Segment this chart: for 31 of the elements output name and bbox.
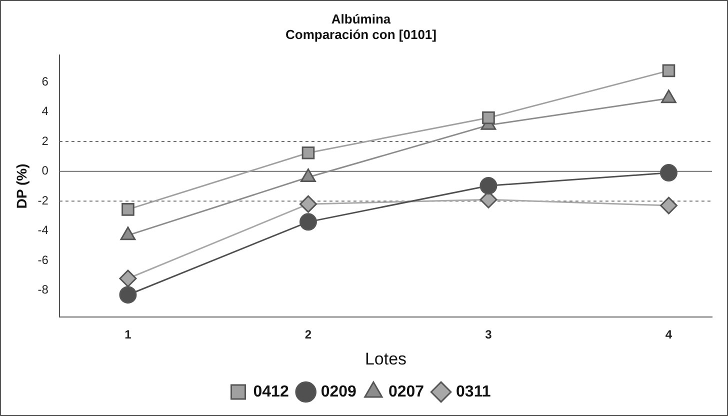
y-tick-label: 2 bbox=[42, 134, 49, 148]
chart-subtitle: Comparación con [0101] bbox=[286, 26, 436, 42]
chart-title: Albúmina bbox=[331, 11, 392, 26]
y-axis-title: DP (%) bbox=[13, 164, 30, 209]
y-tick-label: 0 bbox=[42, 164, 49, 178]
point bbox=[122, 203, 134, 216]
legend-label: 0209 bbox=[320, 383, 357, 400]
x-axis-title: Lotes bbox=[364, 349, 407, 368]
legend-label: 0412 bbox=[253, 383, 289, 400]
point bbox=[660, 164, 678, 182]
point bbox=[482, 111, 495, 124]
y-tick-label: 4 bbox=[42, 104, 49, 118]
x-tick-label: 4 bbox=[665, 328, 672, 342]
point bbox=[119, 270, 137, 288]
y-tick-label: -6 bbox=[38, 252, 49, 267]
point bbox=[299, 195, 317, 213]
y-tick-label: -4 bbox=[38, 223, 49, 238]
x-tick-label: 1 bbox=[124, 328, 132, 342]
point bbox=[299, 213, 317, 231]
point bbox=[660, 196, 678, 214]
x-tick-label: 3 bbox=[485, 328, 492, 342]
x-tick-label: 2 bbox=[304, 328, 312, 342]
y-tick-label: -8 bbox=[38, 282, 49, 297]
y-tick-label: 6 bbox=[42, 74, 49, 88]
legend-label: 0311 bbox=[456, 383, 491, 400]
point bbox=[480, 177, 498, 195]
y-tick-label: -2 bbox=[38, 193, 49, 208]
point bbox=[119, 286, 137, 304]
point bbox=[302, 146, 315, 160]
legend-label: 0207 bbox=[388, 383, 424, 400]
point bbox=[662, 64, 676, 78]
